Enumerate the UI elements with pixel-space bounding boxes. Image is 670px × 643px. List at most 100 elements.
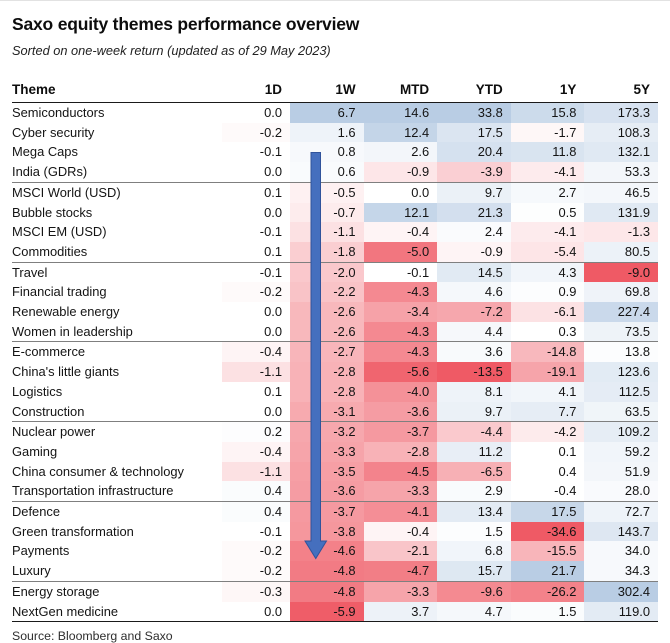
table-row: Bubble stocks 0.0 -0.7 12.1 21.3 0.5 131.9 [12, 202, 658, 223]
value-cell-ytd: -3.9 [437, 162, 511, 183]
value-cell-1y: 0.1 [558, 443, 577, 459]
value-cell-1y: -4.1 [510, 222, 585, 242]
value-cell-mtd: -4.7 [363, 561, 438, 582]
value-cell-1d: -0.1 [259, 523, 282, 539]
value-cell-1d: -0.2 [222, 541, 290, 562]
table-row: Renewable energy 0.0 -2.6 -3.4 -7.2 -6.1 227.4 [12, 302, 658, 322]
theme-name: Semiconductors [12, 102, 222, 123]
value-cell-1w: -3.7 [290, 501, 364, 522]
value-cell-ytd: 33.8 [437, 102, 511, 123]
table-body: Semiconductors 0.0 6.7 14.6 33.8 15.8 173.3 Cyb… [12, 102, 658, 623]
table-row: China's little giants -1.1 -2.8 -5.6 -13.5 -1… [12, 362, 658, 382]
value-cell-1w: -2.6 [290, 302, 364, 322]
value-cell-mtd: -5.0 [363, 241, 438, 263]
theme-name: Cyber security [12, 122, 222, 143]
table-row: Commodities 0.1 -1.8 -5.0 -0.9 -5.4 80.5 [12, 241, 658, 263]
value-cell-ytd: 17.5 [437, 122, 511, 143]
value-cell-5y: 73.5 [584, 321, 658, 343]
table-row: Green transformation -0.1 -3.8 -0.4 1.5 -34.6… [12, 521, 658, 542]
value-cell-mtd: -2.1 [363, 541, 438, 562]
value-cell-1d: -0.2 [222, 561, 290, 582]
theme-name: Green transformation [12, 521, 222, 542]
value-cell-1w: -4.8 [290, 561, 364, 582]
value-cell-1d: -1.1 [222, 362, 290, 382]
value-cell-1d: 0.1 [264, 184, 282, 200]
theme-name: Women in leadership [12, 321, 222, 343]
value-cell-mtd: -4.1 [363, 501, 438, 522]
value-cell-5y: 51.9 [584, 461, 658, 482]
value-cell-1y: 11.8 [510, 142, 585, 163]
value-cell-ytd: 1.5 [437, 521, 511, 542]
value-cell-5y: 72.7 [584, 501, 658, 522]
theme-name: Mega Caps [12, 142, 222, 163]
value-cell-ytd: 15.7 [437, 561, 511, 582]
value-cell-1y: -1.7 [510, 122, 585, 143]
value-cell-1d: -1.1 [222, 461, 290, 482]
table-row: Payments -0.2 -4.6 -2.1 6.8 -15.5 34.0 [12, 541, 658, 562]
value-cell-5y: 108.3 [584, 122, 658, 143]
theme-name: MSCI EM (USD) [12, 222, 222, 242]
value-cell-1w: -2.8 [290, 381, 364, 402]
theme-name: Logistics [12, 381, 222, 402]
value-cell-ytd: 8.1 [437, 381, 511, 402]
value-cell-1d: -0.1 [259, 144, 282, 160]
value-cell-ytd: 20.4 [437, 142, 511, 163]
value-cell-1y: 1.5 [510, 601, 585, 623]
table-row: Transportation infrastructure 0.4 -3.6 -3.3… [12, 481, 658, 503]
value-cell-1w: -2.6 [290, 321, 364, 343]
value-cell-1d: 0.1 [264, 383, 282, 399]
value-cell-1d: -0.3 [222, 581, 290, 602]
table-row: Nuclear power 0.2 -3.2 -3.7 -4.4 -4.2 109.2 [12, 421, 658, 442]
table-row: Semiconductors 0.0 6.7 14.6 33.8 15.8 173.3 [12, 102, 658, 123]
theme-name: India (GDRs) [12, 162, 222, 183]
figure: Saxo equity themes performance overview … [0, 14, 670, 643]
value-cell-mtd: -0.9 [363, 162, 438, 183]
value-cell-1w: -3.2 [290, 421, 364, 442]
value-cell-1y: 15.8 [510, 102, 585, 123]
theme-name: Transportation infrastructure [12, 481, 222, 503]
value-cell-1w: -3.6 [290, 481, 364, 503]
value-cell-mtd: -4.3 [363, 321, 438, 343]
theme-name: Gaming [12, 441, 222, 462]
value-cell-1w: -3.5 [290, 461, 364, 482]
value-cell-1d: -0.1 [259, 264, 282, 280]
value-cell-1w: 6.7 [290, 102, 364, 123]
value-cell-5y: 119.0 [584, 601, 658, 623]
theme-name: Bubble stocks [12, 202, 222, 223]
value-cell-5y: 80.5 [584, 241, 658, 263]
value-cell-1w: -4.6 [290, 541, 364, 562]
value-cell-1y: 0.5 [510, 202, 585, 223]
value-cell-mtd: -0.4 [363, 222, 438, 242]
theme-name: Construction [12, 401, 222, 423]
value-cell-1d: -0.2 [222, 282, 290, 303]
value-cell-1y: -15.5 [510, 541, 585, 562]
value-cell-mtd: -4.5 [363, 461, 438, 482]
value-cell-mtd: -3.4 [363, 302, 438, 322]
value-cell-ytd: -7.2 [437, 302, 511, 322]
value-cell-1d: -0.2 [222, 122, 290, 143]
value-cell-5y: 227.4 [584, 302, 658, 322]
table-row: China consumer & technology -1.1 -3.5 -4.5-… [12, 461, 658, 482]
value-cell-1d: 0.4 [222, 481, 290, 503]
theme-name: Nuclear power [12, 421, 222, 442]
theme-name: E-commerce [12, 341, 222, 363]
value-cell-mtd: -0.1 [406, 264, 430, 280]
value-cell-1w: -2.8 [290, 362, 364, 382]
value-cell-5y: 59.2 [584, 441, 658, 462]
table-row: Construction 0.0 -3.1 -3.6 9.7 7.7 63.5 [12, 401, 658, 423]
column-header-1y: 1Y [510, 82, 585, 103]
value-cell-ytd: 13.4 [437, 501, 511, 522]
value-cell-5y: 53.3 [584, 162, 658, 183]
value-cell-mtd: -4.3 [363, 282, 438, 303]
value-cell-1w: 1.6 [290, 122, 364, 143]
value-cell-ytd: 3.6 [437, 341, 511, 363]
value-cell-1w: -1.1 [290, 222, 364, 242]
table-row: Logistics 0.1 -2.8 -4.0 8.1 4.1 112.5 [12, 381, 658, 402]
theme-name: Payments [12, 541, 222, 562]
value-cell-1w: -2.7 [290, 341, 364, 363]
value-cell-1y: 7.7 [510, 401, 585, 423]
value-cell-1y: 21.7 [510, 561, 585, 582]
value-cell-5y: -9.0 [584, 262, 658, 283]
table-row: NextGen medicine 0.0 -5.9 3.7 4.7 1.5 119.0 [12, 601, 658, 623]
value-cell-ytd: -6.5 [437, 461, 511, 482]
